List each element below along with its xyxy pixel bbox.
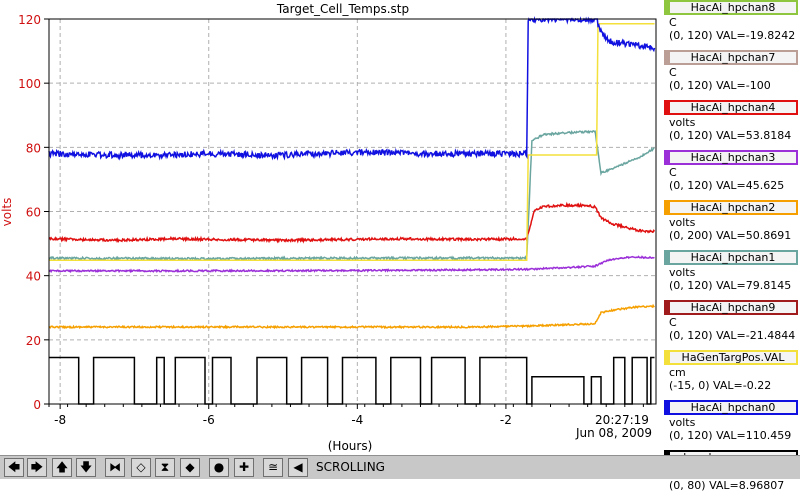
zoom-in-vertical-icon: ⧗: [160, 460, 170, 474]
legend-item[interactable]: HacAi_hpchan1 volts (0, 120) VAL=79.8145: [657, 250, 800, 300]
legend-series-range: (0, 200) VAL=50.8691: [669, 229, 792, 242]
y-tick-label: 40: [26, 270, 41, 284]
legend-item[interactable]: HaGenTargPos.VAL cm (-15, 0) VAL=-0.22: [657, 350, 800, 400]
arrow-down-icon: 🡇: [79, 460, 93, 474]
legend-item[interactable]: HacAi_hpchan7 C (0, 120) VAL=-100: [657, 50, 800, 100]
plus-button[interactable]: ✚: [234, 458, 254, 477]
legend-series-unit: C: [669, 166, 677, 179]
timestamp-time: 20:27:19: [595, 413, 649, 427]
legend-series-name[interactable]: HacAi_hpchan1: [664, 250, 798, 265]
y-tick-label: 20: [26, 334, 41, 348]
series-line-hagentargpos-val: [49, 23, 655, 262]
legend-series-name[interactable]: HacAi_hpchan2: [664, 200, 798, 215]
toolbar: SCROLLING 🡄 🡆 🡅 🡇 ⧓ ◇ ⧗ ◆ ● ✚ ≅ ◀: [0, 455, 800, 479]
legend-series-unit: C: [669, 316, 677, 329]
legend-series-range: (-15, 0) VAL=-0.22: [669, 379, 772, 392]
legend-series-name[interactable]: HacAi_hpchan8: [664, 0, 798, 15]
circle-stop-button[interactable]: ●: [209, 458, 229, 477]
series-line-hacai-hpchan3: [48, 255, 655, 274]
arrow-down-button[interactable]: 🡇: [76, 458, 96, 477]
autoscale-icon: ≅: [267, 460, 279, 474]
legend-series-name[interactable]: HacAi_hpchan3: [664, 150, 798, 165]
arrow-up-icon: 🡅: [55, 460, 69, 474]
circle-stop-icon: ●: [213, 460, 225, 474]
legend-series-unit: volts: [669, 216, 696, 229]
zoom-in-vertical-button[interactable]: ⧗: [155, 458, 175, 477]
legend-series-unit: C: [669, 16, 677, 29]
series-line-hacai-hpchan2: [48, 303, 655, 330]
legend-series-range: (0, 80) VAL=8.96807: [669, 479, 785, 492]
zoom-in-horizontal-button[interactable]: ⧓: [105, 458, 125, 477]
back-to-now-icon: ◀: [293, 460, 303, 474]
x-tick-label: -4: [351, 413, 363, 427]
legend-series-name[interactable]: HacAi_hpchan9: [664, 300, 798, 315]
legend-item[interactable]: HacAi_hpchan9 C (0, 120) VAL=-21.4844: [657, 300, 800, 350]
zoom-out-vertical-button[interactable]: ◆: [180, 458, 200, 477]
arrow-up-button[interactable]: 🡅: [52, 458, 72, 477]
legend-series-name[interactable]: HacAi_hpchan7: [664, 50, 798, 65]
arrow-right-icon: 🡆: [30, 460, 44, 474]
legend-series-unit: volts: [669, 416, 696, 429]
legend-series-range: (0, 120) VAL=53.8184: [669, 129, 792, 142]
grid: [49, 19, 656, 404]
chart: 0 20 40 60 80 100 120 -8 -6 -4 -2 Target_Cell_Temp…: [0, 2, 657, 453]
autoscale-button[interactable]: ≅: [263, 458, 283, 477]
legend-series-unit: volts: [669, 266, 696, 279]
timestamp-date: Jun 08, 2009: [575, 426, 652, 440]
legend-series-range: (0, 120) VAL=-100: [669, 79, 771, 92]
legend-item[interactable]: HacAi_hpchan4 volts (0, 120) VAL=53.8184: [657, 100, 800, 150]
legend-series-name[interactable]: HacAi_hpchan4: [664, 100, 798, 115]
arrow-right-button[interactable]: 🡆: [27, 458, 47, 477]
y-tick-label: 100: [18, 77, 41, 91]
legend-item[interactable]: HacAi_hpchan2 volts (0, 200) VAL=50.8691: [657, 200, 800, 250]
x-tick-label: -2: [500, 413, 512, 427]
axes: 0 20 40 60 80 100 120 -8 -6 -4 -2: [18, 13, 644, 427]
legend-series-range: (0, 120) VAL=-19.8242: [669, 29, 796, 42]
legend-item[interactable]: HacAi_hpchan8 C (0, 120) VAL=-19.8242: [657, 0, 800, 50]
x-axis-label: (Hours): [328, 439, 373, 453]
legend: HacAi_hpchan8 C (0, 120) VAL=-19.8242 HacAi…: [657, 0, 800, 492]
legend-series-unit: cm: [669, 366, 686, 379]
zoom-out-horizontal-icon: ◇: [136, 460, 146, 474]
zoom-out-horizontal-button[interactable]: ◇: [131, 458, 151, 477]
legend-series-name[interactable]: HaGenTargPos.VAL: [664, 350, 798, 365]
legend-item[interactable]: HacAi_hpchan3 C (0, 120) VAL=45.625: [657, 150, 800, 200]
legend-item[interactable]: HacAi_hpchan0 volts (0, 120) VAL=110.459: [657, 400, 800, 450]
x-tick-label: -8: [54, 413, 66, 427]
series-line-hacai-hpchan0: [48, 16, 656, 161]
legend-series-unit: volts: [669, 116, 696, 129]
series-line-hacai-hpchan1: [48, 129, 655, 262]
y-tick-label: 0: [33, 398, 41, 412]
series-line-hacai-hpchan4: [48, 201, 656, 244]
legend-series-range: (0, 120) VAL=110.459: [669, 429, 792, 442]
arrow-left-button[interactable]: 🡄: [4, 458, 24, 477]
scrolling-status: SCROLLING: [316, 460, 385, 474]
y-axis-label: volts: [0, 198, 14, 227]
plus-icon: ✚: [238, 460, 250, 474]
legend-series-range: (0, 120) VAL=79.8145: [669, 279, 792, 292]
zoom-out-vertical-icon: ◆: [185, 460, 195, 474]
arrow-left-icon: 🡄: [7, 460, 21, 474]
legend-series-range: (0, 120) VAL=45.625: [669, 179, 785, 192]
zoom-in-horizontal-icon: ⧓: [109, 460, 121, 474]
back-to-now-button[interactable]: ◀: [288, 458, 308, 477]
chart-title: Target_Cell_Temps.stp: [276, 2, 409, 16]
x-tick-label: -6: [203, 413, 215, 427]
legend-series-name[interactable]: HacAi_hpchan0: [664, 400, 798, 415]
legend-series-unit: C: [669, 66, 677, 79]
y-tick-label: 120: [18, 13, 41, 27]
legend-series-range: (0, 120) VAL=-21.4844: [669, 329, 796, 342]
series-line-hac-bcm-average: [49, 356, 655, 405]
y-tick-label: 60: [26, 206, 41, 220]
y-tick-label: 80: [26, 141, 41, 155]
